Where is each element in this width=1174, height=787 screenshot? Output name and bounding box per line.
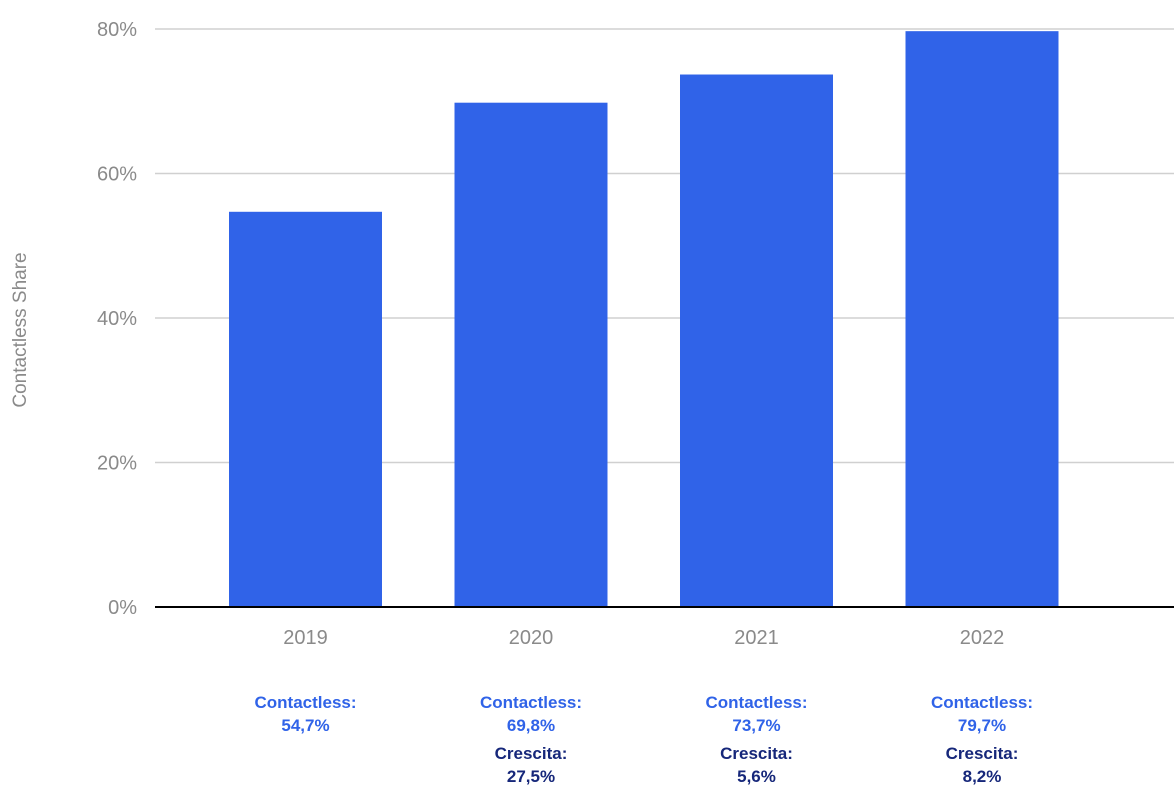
annotation-growth: 27,5% — [507, 767, 555, 786]
annotation-growth: Crescita: — [946, 744, 1019, 763]
annotation-contactless: Contactless: — [254, 693, 356, 712]
x-tick-label: 2021 — [734, 627, 779, 649]
y-tick-label: 40% — [97, 308, 137, 330]
annotation-growth: Crescita: — [720, 744, 793, 763]
annotation-contactless: 54,7% — [281, 716, 329, 735]
annotation-contactless: Contactless: — [705, 693, 807, 712]
x-tick-label: 2019 — [283, 627, 328, 649]
bar-2022 — [905, 31, 1059, 608]
x-tick-label: 2020 — [509, 627, 554, 649]
y-tick-label: 80% — [97, 19, 137, 41]
bars — [229, 31, 1059, 608]
y-axis-title: Contactless Share — [10, 252, 31, 407]
y-tick-label: 60% — [97, 164, 137, 186]
x-axis-ticks: 2019 2020 2021 2022 — [283, 627, 1004, 649]
annotation-contactless: 73,7% — [732, 716, 780, 735]
bar-2019 — [229, 211, 382, 608]
annotation-contactless: 69,8% — [507, 716, 555, 735]
y-tick-label: 0% — [108, 597, 137, 619]
x-tick-label: 2022 — [960, 627, 1005, 649]
bar-annotations: Contactless: 54,7% Contactless: 69,8% Cresci… — [254, 693, 1033, 786]
annotation-contactless: Contactless: — [480, 693, 582, 712]
bar-2021 — [680, 74, 833, 607]
annotation-growth: Crescita: — [495, 744, 568, 763]
y-tick-label: 20% — [97, 453, 137, 475]
annotation-contactless: Contactless: — [931, 693, 1033, 712]
y-axis-ticks: 0% 20% 40% 60% 80% — [97, 19, 137, 619]
bar-2020 — [454, 102, 608, 607]
annotation-growth: 5,6% — [737, 767, 776, 786]
annotation-contactless: 79,7% — [958, 716, 1006, 735]
annotation-growth: 8,2% — [963, 767, 1002, 786]
